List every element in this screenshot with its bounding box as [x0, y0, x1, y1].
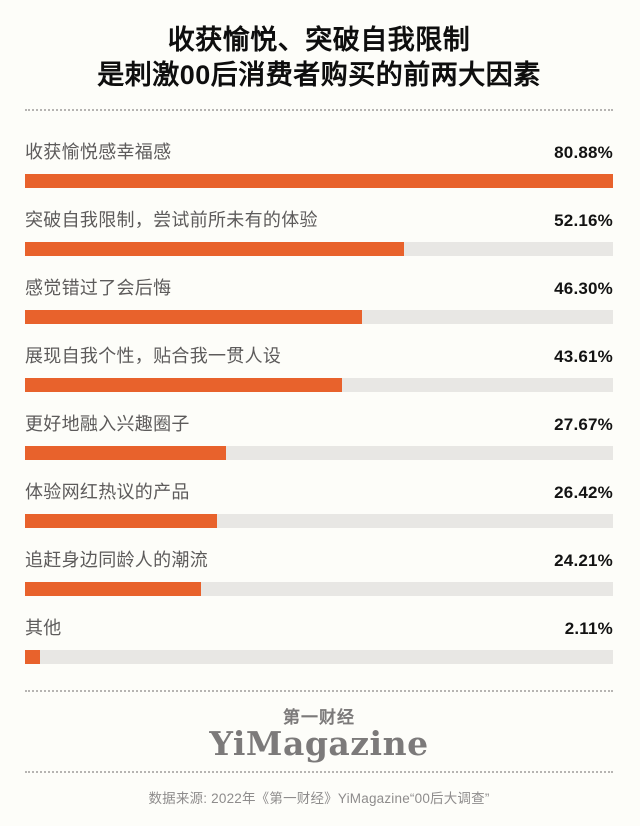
divider-footer-top: [25, 690, 613, 692]
category-label: 展现自我个性，贴合我一贯人设: [25, 346, 282, 366]
chart-row: 突破自我限制，尝试前所未有的体验 52.16%: [25, 206, 613, 256]
chart-row: 更好地融入兴趣圈子 27.67%: [25, 410, 613, 460]
chart-row-head: 追赶身边同龄人的潮流 24.21%: [25, 546, 613, 570]
chart-row: 体验网红热议的产品 26.42%: [25, 478, 613, 528]
value-label: 52.16%: [554, 211, 613, 230]
category-label: 突破自我限制，尝试前所未有的体验: [25, 210, 318, 230]
chart-row-head: 其他 2.11%: [25, 614, 613, 638]
value-label: 26.42%: [554, 483, 613, 502]
chart-row: 其他 2.11%: [25, 614, 613, 664]
bar-fill: [25, 514, 218, 528]
category-label: 体验网红热议的产品: [25, 482, 190, 502]
bar-track: [25, 446, 613, 460]
divider-title: [25, 109, 613, 111]
chart-row-head: 体验网红热议的产品 26.42%: [25, 478, 613, 502]
logo-english-text: YiMagazine: [209, 724, 429, 763]
bar-track: [25, 174, 613, 188]
page-title: 收获愉悦、突破自我限制 是刺激00后消费者购买的前两大因素: [25, 0, 613, 93]
category-label: 更好地融入兴趣圈子: [25, 414, 190, 434]
bar-track: [25, 242, 613, 256]
chart-row-head: 更好地融入兴趣圈子 27.67%: [25, 410, 613, 434]
category-label: 感觉错过了会后悔: [25, 278, 172, 298]
category-label: 收获愉悦感幸福感: [25, 142, 172, 162]
chart-row-head: 收获愉悦感幸福感 80.88%: [25, 138, 613, 162]
logo-chinese-text: 第一财经: [283, 708, 355, 727]
title-line-2: 是刺激00后消费者购买的前两大因素: [97, 60, 541, 90]
chart-row-head: 突破自我限制，尝试前所未有的体验 52.16%: [25, 206, 613, 230]
category-label: 其他: [25, 618, 62, 638]
yimagazine-logo: 第一财经 YiMagazine: [25, 708, 613, 761]
bar-track: [25, 650, 613, 664]
value-label: 27.67%: [554, 415, 613, 434]
bar-track: [25, 514, 613, 528]
bar-fill: [25, 650, 41, 664]
value-label: 2.11%: [564, 619, 613, 638]
bar-fill: [25, 378, 343, 392]
bar-fill: [25, 174, 613, 188]
chart-row: 追赶身边同龄人的潮流 24.21%: [25, 546, 613, 596]
data-source-note: 数据来源: 2022年《第一财经》YiMagazine“00后大调查”: [148, 791, 490, 806]
bar-fill: [25, 242, 405, 256]
value-label: 24.21%: [554, 551, 613, 570]
bar-track: [25, 310, 613, 324]
bar-chart: 收获愉悦感幸福感 80.88% 突破自我限制，尝试前所未有的体验 52.16% …: [25, 138, 613, 664]
title-line-1: 收获愉悦、突破自我限制: [167, 25, 471, 55]
category-label: 追赶身边同龄人的潮流: [25, 550, 208, 570]
value-label: 80.88%: [554, 143, 613, 162]
chart-row: 收获愉悦感幸福感 80.88%: [25, 138, 613, 188]
chart-row-head: 展现自我个性，贴合我一贯人设 43.61%: [25, 342, 613, 366]
bar-fill: [25, 582, 201, 596]
chart-row: 感觉错过了会后悔 46.30%: [25, 274, 613, 324]
divider-footer-bottom: [25, 771, 613, 773]
bar-fill: [25, 310, 362, 324]
bar-track: [25, 378, 613, 392]
value-label: 43.61%: [554, 347, 613, 366]
chart-row-head: 感觉错过了会后悔 46.30%: [25, 274, 613, 298]
value-label: 46.30%: [554, 279, 613, 298]
bar-fill: [25, 446, 227, 460]
bar-track: [25, 582, 613, 596]
chart-row: 展现自我个性，贴合我一贯人设 43.61%: [25, 342, 613, 392]
